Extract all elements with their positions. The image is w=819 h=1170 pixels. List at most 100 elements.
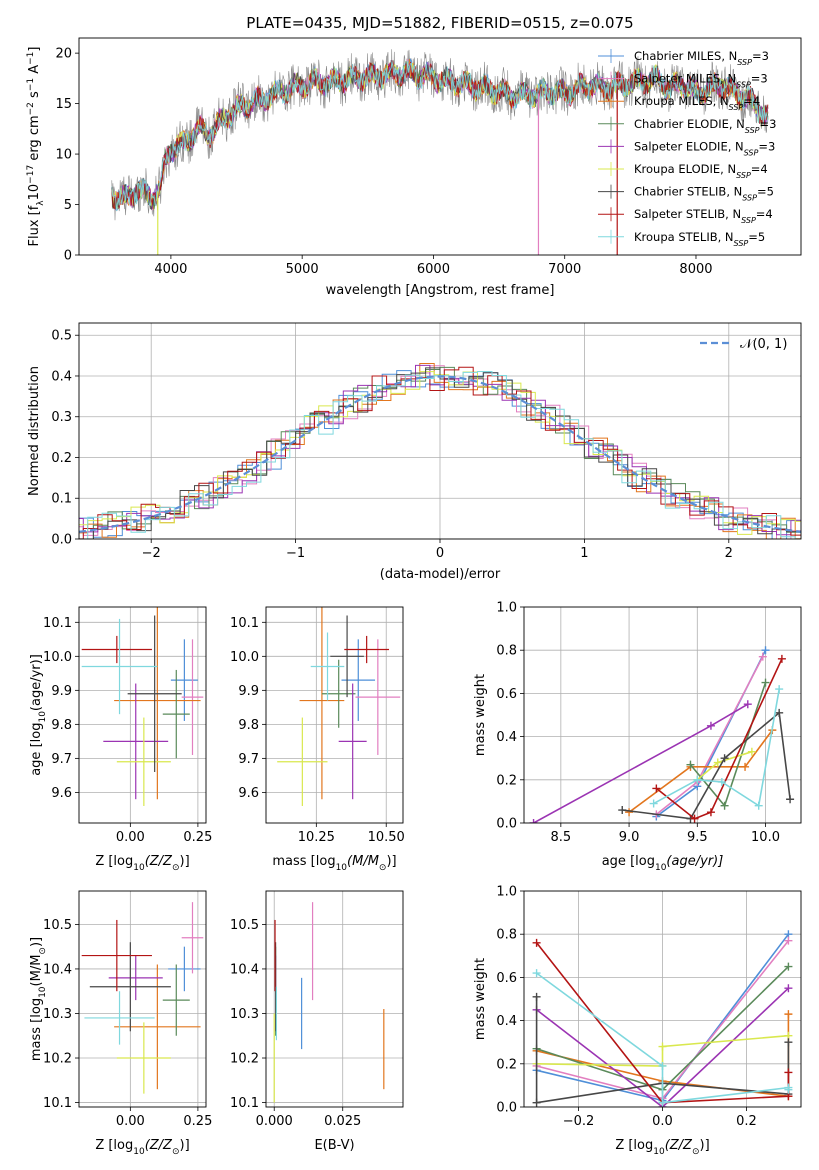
x-axis-label-part: (age/yr)]: [666, 854, 723, 869]
y-tick-label: 10.5: [230, 918, 259, 933]
series-line: [536, 987, 789, 1107]
panel-mass-weight-vs-Z: −0.2 0.0 0.2 0.0 0.2 0.4 0.6 0.8 1.0 Z [log10(Z/Z…: [473, 885, 802, 1157]
x-axis-label-part: (M/M: [347, 854, 379, 869]
series-marker: [741, 762, 750, 771]
legend-nssp: =4: [751, 162, 768, 176]
series-marker: [743, 700, 752, 709]
x-tick-label: 0.000: [256, 1114, 293, 1129]
legend-model-name: Kroupa ELODIE, N: [634, 162, 736, 176]
panel-background: [266, 607, 403, 823]
histogram-step: [79, 367, 801, 539]
plot-area: [266, 607, 403, 823]
legend-nssp: =3: [752, 49, 769, 63]
y-axis-label: mass weight: [473, 674, 488, 756]
legend-model-name: Chabrier STELIB, N: [634, 185, 742, 199]
legend-model-name: Kroupa STELIB, N: [634, 230, 734, 244]
series-marker: [658, 1042, 667, 1051]
errorbar-point: [310, 632, 345, 701]
series-marker: [713, 758, 722, 767]
series-marker: [720, 754, 729, 763]
legend-entry: Salpeter MILES, NSSP=3: [598, 71, 768, 89]
series-marker: [717, 777, 726, 786]
series-marker: [758, 652, 767, 661]
y-tick-label: 0.0: [51, 533, 72, 548]
plot-area: [79, 891, 206, 1107]
y-tick-label: 10: [55, 148, 72, 163]
series-marker: [529, 819, 538, 823]
series-marker: [775, 685, 784, 694]
legend-nssp: =3: [751, 72, 768, 86]
x-axis-label: E(B-V): [314, 1138, 354, 1153]
x-axis-label: mass [log10(M/M⊙)]: [272, 854, 396, 873]
series-marker: [532, 992, 541, 1001]
errorbar-point: [162, 964, 190, 1036]
y-axis-label-part: 10: [38, 711, 48, 723]
errorbar-point: [81, 919, 152, 992]
y-tick-label: 0.2: [51, 451, 72, 466]
plot-area: [524, 891, 801, 1107]
plot-area: [524, 607, 801, 823]
x-axis-label: Z [log10(Z/Z⊙)]: [615, 1138, 709, 1157]
series-marker: [761, 678, 770, 687]
series-marker: [686, 760, 695, 769]
legend-sub: SSP: [736, 80, 751, 89]
y-axis-label-part: (age/yr)]: [29, 654, 44, 711]
x-tick-label: 9.0: [619, 830, 640, 845]
y-tick-label: 0.4: [496, 1014, 517, 1029]
legend-label: Salpeter STELIB, NSSP=4: [634, 207, 773, 225]
y-tick-label: 0.1: [51, 492, 72, 507]
y-axis-label-part: s: [27, 91, 42, 102]
x-axis-label: Z [log10(Z/Z⊙)]: [95, 854, 189, 873]
series-marker: [658, 1061, 667, 1070]
y-axis-label: Normed distribution: [27, 366, 42, 496]
series-line: [536, 1034, 789, 1067]
y-tick-label: 0.0: [496, 817, 517, 832]
panel-background: [266, 891, 403, 1107]
y-tick-label: 10.5: [43, 918, 72, 933]
panel-frame: [265, 606, 404, 824]
legend-label: Kroupa MILES, NSSP=4: [634, 94, 760, 112]
x-axis-label-part: 10: [655, 863, 667, 873]
x-tick-label: 7000: [548, 262, 581, 277]
x-tick-label: 0.25: [183, 830, 212, 845]
series-marker: [786, 795, 795, 804]
errorbar-point: [168, 946, 201, 992]
reference-legend-label: 𝒩(0, 1): [740, 337, 787, 352]
errorbar-point: [84, 991, 155, 1045]
y-axis-label: mass [log10(M/M⊙)]: [29, 937, 48, 1061]
x-tick-label: 10.25: [298, 830, 335, 845]
y-tick-label: 0.4: [496, 730, 517, 745]
legend-nssp: =3: [758, 139, 775, 153]
panel-frame: [78, 322, 802, 540]
y-tick-label: 9.9: [238, 684, 259, 699]
errorbar-point: [338, 683, 367, 800]
y-tick-label: 0.8: [496, 928, 517, 943]
x-tick-label: 5000: [286, 262, 319, 277]
errorbar-point: [103, 683, 169, 800]
y-tick-label: 9.9: [51, 684, 72, 699]
y-tick-label: 10.3: [230, 1007, 259, 1022]
series-marker: [761, 646, 770, 655]
y-axis-label-part: (M/M: [29, 955, 44, 987]
y-tick-label: 10.1: [230, 616, 259, 631]
x-axis-label-part: 10: [133, 1147, 145, 1157]
errorbar-point: [81, 635, 152, 664]
y-tick-label: 10.2: [43, 1052, 72, 1067]
x-axis-label: wavelength [Angstrom, rest frame]: [326, 283, 555, 298]
x-tick-label: 0.2: [736, 1114, 757, 1129]
legend-label: Kroupa ELODIE, NSSP=4: [634, 162, 768, 180]
errorbar-point: [81, 618, 158, 715]
mass-weight-series: [618, 708, 795, 823]
spectrum-model-line: [111, 61, 769, 211]
errorbar-point: [344, 635, 390, 664]
series-marker: [625, 808, 634, 817]
histogram-step: [79, 366, 801, 539]
errorbar-point: [181, 639, 204, 755]
panel-background: [79, 891, 206, 1107]
spectrum-model-line: [111, 60, 769, 211]
y-tick-label: 15: [55, 97, 72, 112]
series-marker: [693, 775, 702, 784]
